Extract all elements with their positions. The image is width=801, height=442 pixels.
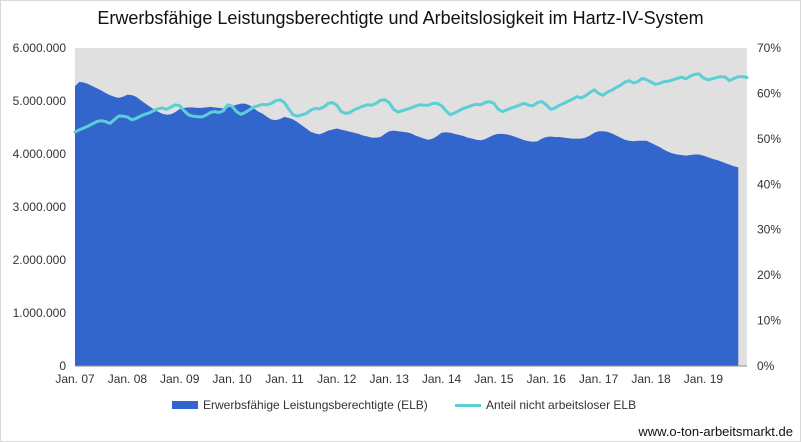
x-tick-label: Jan. 13 [370, 372, 410, 386]
x-tick-label: Jan. 18 [631, 372, 671, 386]
x-tick-label: Jan. 10 [212, 372, 252, 386]
y-left-tick-label: 5.000.000 [13, 94, 67, 108]
legend-label-share: Anteil nicht arbeitsloser ELB [486, 398, 637, 412]
x-tick-label: Jan. 17 [579, 372, 619, 386]
legend-swatch-area [172, 401, 198, 409]
y-right-tick-label: 10% [757, 314, 781, 328]
y-right-tick-label: 0% [757, 359, 775, 373]
legend-label-elb: Erwerbsfähige Leistungsberechtigte (ELB) [203, 398, 428, 412]
y-left-tick-label: 4.000.000 [13, 147, 67, 161]
series-area-elb [75, 81, 739, 367]
y-right-tick-label: 20% [757, 268, 781, 282]
x-tick-label: Jan. 09 [160, 372, 200, 386]
series-line-share [73, 72, 749, 134]
y-left-tick-label: 6.000.000 [13, 41, 67, 55]
legend-item-elb: Erwerbsfähige Leistungsberechtigte (ELB) [172, 398, 428, 412]
x-tick-label: Jan. 07 [55, 372, 95, 386]
x-tick-label: Jan. 11 [265, 372, 304, 386]
y-left-tick-label: 0 [59, 359, 66, 373]
x-tick-label: Jan. 19 [684, 372, 724, 386]
x-tick-label: Jan. 12 [317, 372, 357, 386]
x-tick-label: Jan. 15 [474, 372, 514, 386]
x-tick-label: Jan. 08 [108, 372, 148, 386]
legend: Erwerbsfähige Leistungsberechtigte (ELB)… [0, 398, 801, 414]
y-right-tick-label: 50% [757, 132, 781, 146]
legend-item-share: Anteil nicht arbeitsloser ELB [455, 398, 636, 412]
y-left-tick-label: 3.000.000 [13, 200, 67, 214]
x-tick-label: Jan. 16 [527, 372, 567, 386]
y-right-tick-label: 70% [757, 41, 781, 55]
y-right-tick-label: 40% [757, 177, 781, 191]
plot-layer [73, 48, 749, 367]
y-left-tick-label: 2.000.000 [13, 253, 67, 267]
y-left-tick-label: 1.000.000 [13, 306, 67, 320]
source-label: www.o-ton-arbeitsmarkt.de [638, 424, 793, 439]
y-right-tick-label: 30% [757, 223, 781, 237]
y-right-tick-label: 60% [757, 86, 781, 100]
chart-title: Erwerbsfähige Leistungsberechtigte und A… [97, 8, 704, 28]
legend-swatch-line [455, 403, 481, 407]
x-tick-label: Jan. 14 [422, 372, 462, 386]
axis-layer: Jan. 07 Jan. 08 Jan. 09 Jan. 10 Jan. 11 Jan. … [13, 41, 782, 386]
